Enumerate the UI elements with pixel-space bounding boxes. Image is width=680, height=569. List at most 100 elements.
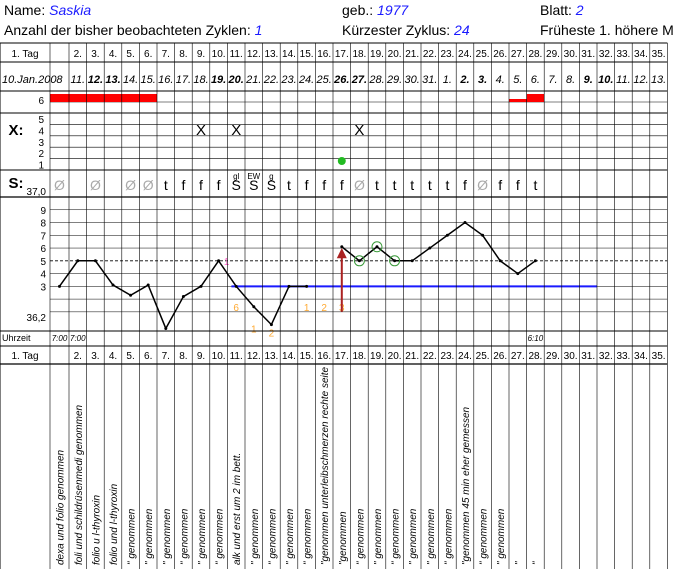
day-number-bottom: 33. xyxy=(616,351,630,362)
day-number: 33. xyxy=(616,49,630,60)
day-number: 13. xyxy=(264,49,278,60)
day-number-bottom: 24. xyxy=(458,351,472,362)
temperature-point xyxy=(428,246,432,250)
x-scale-label: 1 xyxy=(38,161,44,172)
cycle-date: 31. xyxy=(422,74,437,86)
cycle-date: 22. xyxy=(263,74,279,86)
mucus-code: S xyxy=(232,177,241,193)
daily-note: " genommen xyxy=(373,508,384,565)
day-number-bottom: 25. xyxy=(476,351,490,362)
temperature-point xyxy=(199,284,203,288)
day-number: 29. xyxy=(546,49,560,60)
day-number-bottom: 10. xyxy=(212,351,226,362)
temp-tick-label: 8 xyxy=(40,219,46,230)
daily-note: " genommen xyxy=(197,508,208,565)
measure-time: 7:00 xyxy=(52,334,68,343)
temperature-point xyxy=(93,259,97,263)
mucus-code: t xyxy=(393,177,397,193)
name-label: Name: xyxy=(4,2,46,18)
daily-note: " genommen xyxy=(303,508,314,565)
orange-count: 2 xyxy=(321,303,327,314)
day-number: 22. xyxy=(423,49,437,60)
day-number-bottom: 6. xyxy=(144,351,152,362)
cycle-date: 15. xyxy=(141,74,156,86)
arrow-head xyxy=(336,248,347,259)
mucus-code: f xyxy=(498,177,502,193)
earliest-field: Früheste 1. höhere M xyxy=(540,22,674,38)
bleeding-scale-label: 6 xyxy=(38,96,44,107)
cycle-date: 6. xyxy=(531,74,540,86)
orange-count: 1 xyxy=(304,303,310,314)
day-number-bottom: 22. xyxy=(423,351,437,362)
day-number: 6. xyxy=(144,49,152,60)
cycle-date: 11. xyxy=(616,74,630,86)
temp-tick-label: 5 xyxy=(40,257,46,268)
tag-row-label-bottom: 1. Tag xyxy=(11,351,38,362)
green-dot-marker xyxy=(337,157,346,165)
cycle-date: 10.Jan.2008 xyxy=(2,74,63,86)
mucus-code: f xyxy=(217,177,221,193)
day-number: 25. xyxy=(476,49,490,60)
temperature-point xyxy=(357,259,361,263)
cycle-date: 27. xyxy=(351,74,367,86)
daily-note: " genommen xyxy=(162,508,173,565)
day-number: 5. xyxy=(126,49,134,60)
cycle-date: 3. xyxy=(478,74,487,86)
day-number-bottom: 5. xyxy=(126,351,134,362)
mucus-code: Ø xyxy=(354,177,365,193)
temperature-point xyxy=(463,221,467,225)
shortest-field: Kürzester Zyklus: 24 xyxy=(342,22,470,38)
mucus-code: f xyxy=(199,177,203,193)
day-number: 31. xyxy=(581,49,595,60)
day-number-bottom: 19. xyxy=(370,351,384,362)
s-row-label: S: xyxy=(9,175,24,192)
temp-tick-label: 3 xyxy=(40,282,46,293)
mucus-code: S xyxy=(267,177,276,193)
day-number: 20. xyxy=(388,49,402,60)
mucus-code: t xyxy=(375,177,379,193)
cycle-date: 18. xyxy=(193,74,208,86)
x-mark: X xyxy=(231,122,241,139)
mucus-code: Ø xyxy=(125,177,136,193)
cycle-date: 21. xyxy=(245,74,261,86)
cycle-date: 26. xyxy=(333,74,349,86)
cycle-date: 13. xyxy=(651,74,666,86)
orange-count: 2 xyxy=(269,328,275,339)
cycle-date: 20. xyxy=(228,74,244,86)
bleeding-mark xyxy=(86,94,105,102)
x-row-label: X: xyxy=(9,122,24,139)
cycle-date: 30. xyxy=(405,74,420,86)
cycle-date: 12. xyxy=(88,74,103,86)
day-number-bottom: 28. xyxy=(528,351,542,362)
bleeding-mark xyxy=(104,94,122,102)
mucus-code: Ø xyxy=(477,177,488,193)
day-number: 4. xyxy=(109,49,117,60)
temp-bottom-label: 36,2 xyxy=(27,313,47,324)
sheet-value: 2 xyxy=(575,2,584,18)
temp-tick-label: 9 xyxy=(40,206,46,217)
cycle-date: 14. xyxy=(123,74,138,86)
mucus-code: Ø xyxy=(90,177,101,193)
x-mark: X xyxy=(196,122,206,139)
mucus-code: Ø xyxy=(54,177,65,193)
day-number: 17. xyxy=(335,49,349,60)
cycle-date: 8. xyxy=(566,74,575,86)
pink-count: 1 xyxy=(224,257,230,268)
daily-note: " genommen xyxy=(215,508,226,565)
cycle-date: 24. xyxy=(298,74,314,86)
x-mark: X xyxy=(354,122,364,139)
bleeding-mark xyxy=(526,94,545,102)
cycle-date: 16. xyxy=(158,74,173,86)
born-field: geb.: 1977 xyxy=(342,2,408,18)
day-number-bottom: 7. xyxy=(162,351,170,362)
temperature-point xyxy=(410,259,414,263)
temperature-point xyxy=(234,284,238,288)
mucus-code: t xyxy=(533,177,537,193)
born-label: geb.: xyxy=(342,2,374,18)
day-number-bottom: 13. xyxy=(264,351,278,362)
day-number-bottom: 32. xyxy=(599,351,613,362)
temperature-point xyxy=(217,259,221,263)
daily-note: " genommen xyxy=(426,508,437,565)
name-field: Name: Saskia xyxy=(4,2,91,18)
day-number-bottom: 9. xyxy=(197,351,205,362)
